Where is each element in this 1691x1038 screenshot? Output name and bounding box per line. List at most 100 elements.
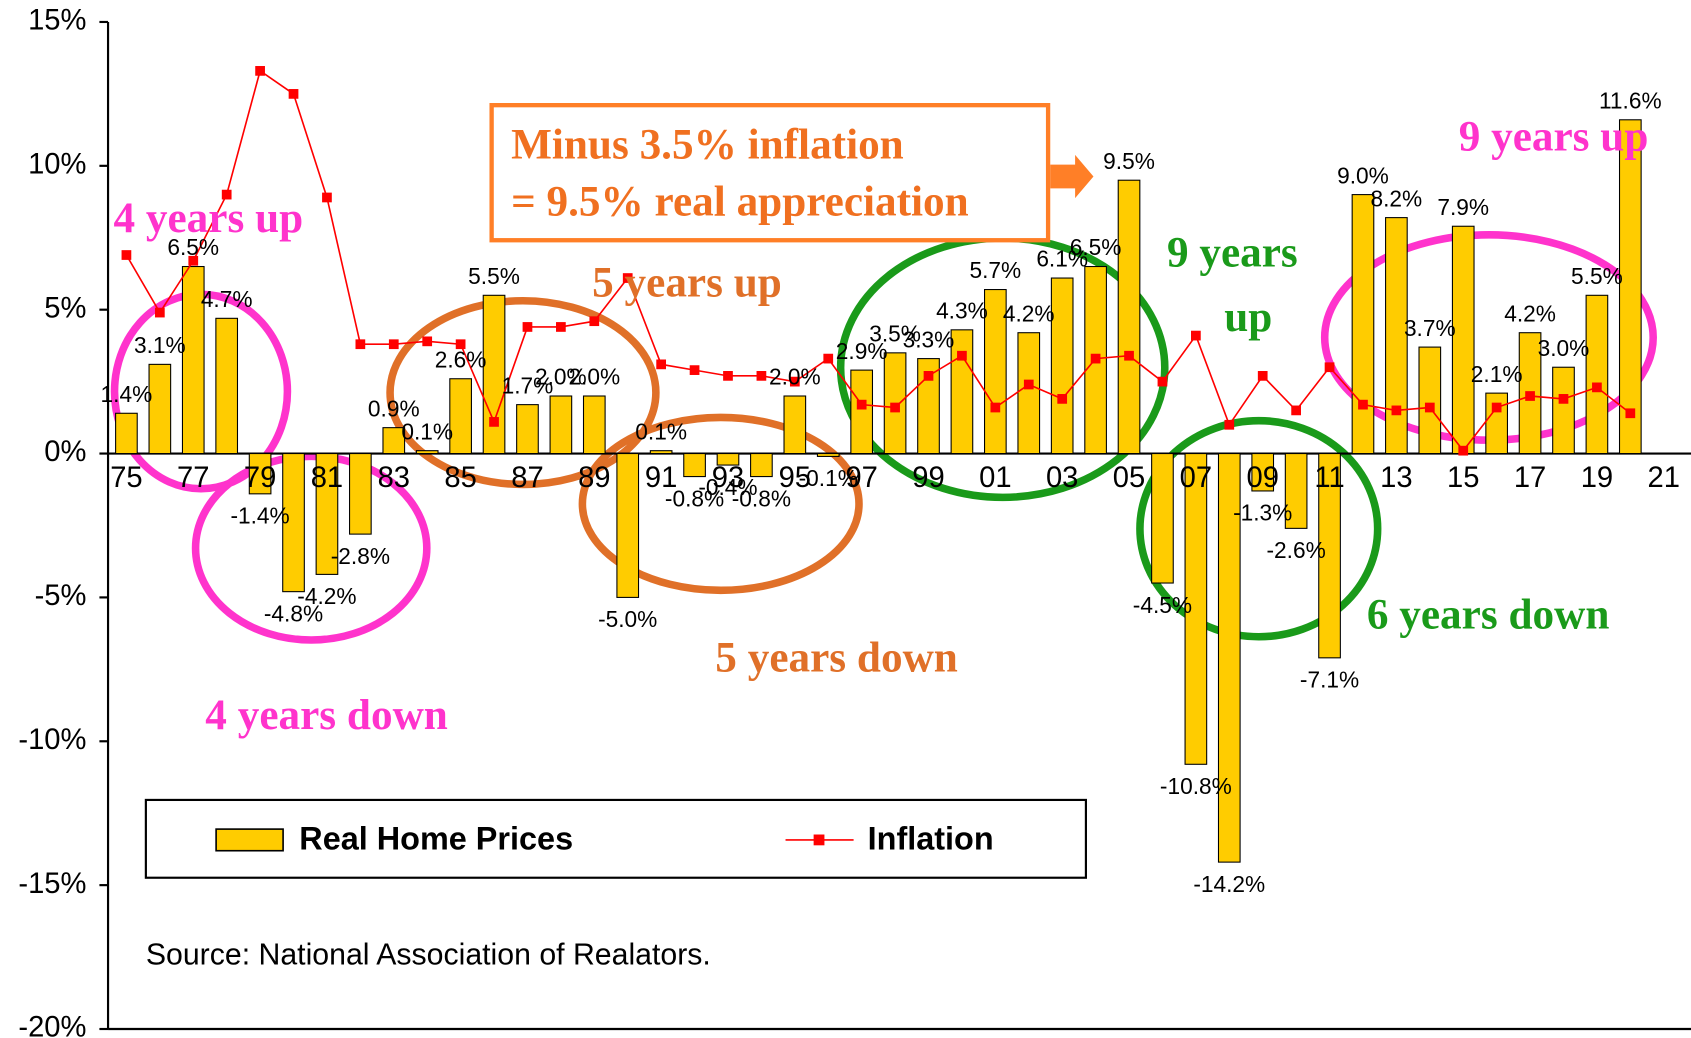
marker: [756, 371, 767, 381]
marker: [789, 376, 800, 387]
x-tick-label: 91: [645, 462, 677, 494]
data-label: 2.6%: [435, 346, 487, 372]
bar: [850, 369, 874, 455]
bar: [683, 453, 706, 478]
data-label: 2.9%: [836, 338, 888, 364]
marker: [957, 350, 967, 361]
bar: [1217, 453, 1241, 863]
data-label: 3.0%: [1538, 335, 1590, 361]
data-label: 4.2%: [1504, 300, 1556, 326]
bar: [983, 289, 1007, 455]
marker: [422, 336, 433, 347]
marker: [1324, 362, 1335, 373]
data-label: 9.5%: [1103, 148, 1155, 174]
x-tick-label: 15: [1447, 462, 1479, 494]
marker: [1023, 379, 1034, 390]
data-label: -1.4%: [230, 503, 289, 529]
legend-box: [144, 798, 1087, 879]
data-label: -0.4%: [698, 474, 757, 500]
data-label: -2.6%: [1266, 537, 1325, 563]
marker: [1257, 371, 1268, 381]
x-tick-label: 13: [1380, 462, 1412, 494]
annotation-shapes: [110, 103, 1657, 879]
marker: [1592, 382, 1602, 393]
data-label: -7.1%: [1300, 667, 1359, 693]
legend-label: Inflation: [868, 821, 994, 857]
data-label: -0.8%: [732, 485, 791, 511]
data-label: 3.5%: [869, 321, 921, 347]
x-tick-label: 99: [912, 462, 944, 494]
x-tick-label: 95: [779, 462, 811, 494]
bar: [950, 329, 974, 455]
data-label: 0.9%: [368, 395, 420, 421]
bar: [115, 412, 138, 455]
data-label: 6.5%: [1070, 234, 1122, 260]
bar: [1050, 277, 1074, 455]
marker: [121, 250, 132, 260]
marker: [890, 402, 900, 413]
bar: [1351, 194, 1375, 455]
marker: [1525, 391, 1535, 401]
data-label: -4.2%: [297, 583, 356, 609]
marker: [1558, 394, 1569, 404]
marker: [455, 339, 466, 350]
data-label: 7.9%: [1437, 194, 1489, 220]
data-label: -0.8%: [665, 485, 724, 511]
marker: [689, 365, 700, 375]
data-label: 4.2%: [1003, 300, 1055, 326]
annotation: 4 years down: [205, 691, 448, 739]
data-label: 5.5%: [468, 263, 520, 289]
marker: [188, 255, 199, 266]
bar: [716, 453, 740, 466]
bar: [816, 453, 840, 457]
annotation: 9 years: [1167, 228, 1298, 276]
data-label: 11.6%: [1599, 88, 1662, 114]
marker: [1291, 405, 1301, 416]
marker: [556, 322, 566, 332]
data-label: 1.7%: [502, 372, 554, 398]
annotation: 5 years down: [715, 634, 958, 682]
x-tick-label: 19: [1581, 462, 1613, 494]
callout-box: [489, 103, 1051, 243]
data-label: 6.1%: [1036, 246, 1088, 272]
bar: [783, 395, 807, 455]
bar: [1418, 346, 1442, 455]
marker: [489, 417, 499, 427]
marker: [856, 399, 867, 410]
data-label: 2.0%: [568, 364, 620, 390]
annotation: 4 years up: [113, 194, 303, 242]
annotation: 5 years up: [592, 259, 782, 307]
data-label: 1.4%: [101, 381, 153, 407]
marker: [923, 371, 934, 381]
ellipse: [1136, 416, 1382, 641]
bar: [148, 363, 172, 455]
bar: [1585, 294, 1609, 455]
data-label: 2.0%: [535, 364, 587, 390]
data-label: -0.1%: [799, 465, 858, 491]
bar: [349, 453, 372, 535]
data-label: -1.3%: [1233, 500, 1292, 526]
marker: [288, 89, 299, 99]
marker: [589, 316, 600, 327]
y-tick-label: 0%: [44, 436, 86, 468]
data-label: 6.5%: [167, 234, 219, 260]
marker: [388, 339, 399, 350]
annotation: up: [1224, 293, 1272, 341]
x-tick-label: 77: [177, 462, 209, 494]
bar: [649, 450, 673, 455]
marker: [1224, 419, 1235, 430]
bar: [917, 358, 940, 455]
x-tick-label: 79: [244, 462, 276, 494]
bar: [215, 317, 239, 455]
bar: [1017, 332, 1041, 455]
marker: [1458, 445, 1469, 456]
x-tick-label: 81: [311, 462, 343, 494]
x-tick-label: 87: [511, 462, 543, 494]
bar: [750, 453, 773, 478]
data-label: -2.8%: [331, 543, 390, 569]
marker: [1057, 394, 1068, 404]
data-label: 4.7%: [201, 286, 253, 312]
x-tick-label: 85: [444, 462, 476, 494]
line: [125, 69, 1631, 452]
